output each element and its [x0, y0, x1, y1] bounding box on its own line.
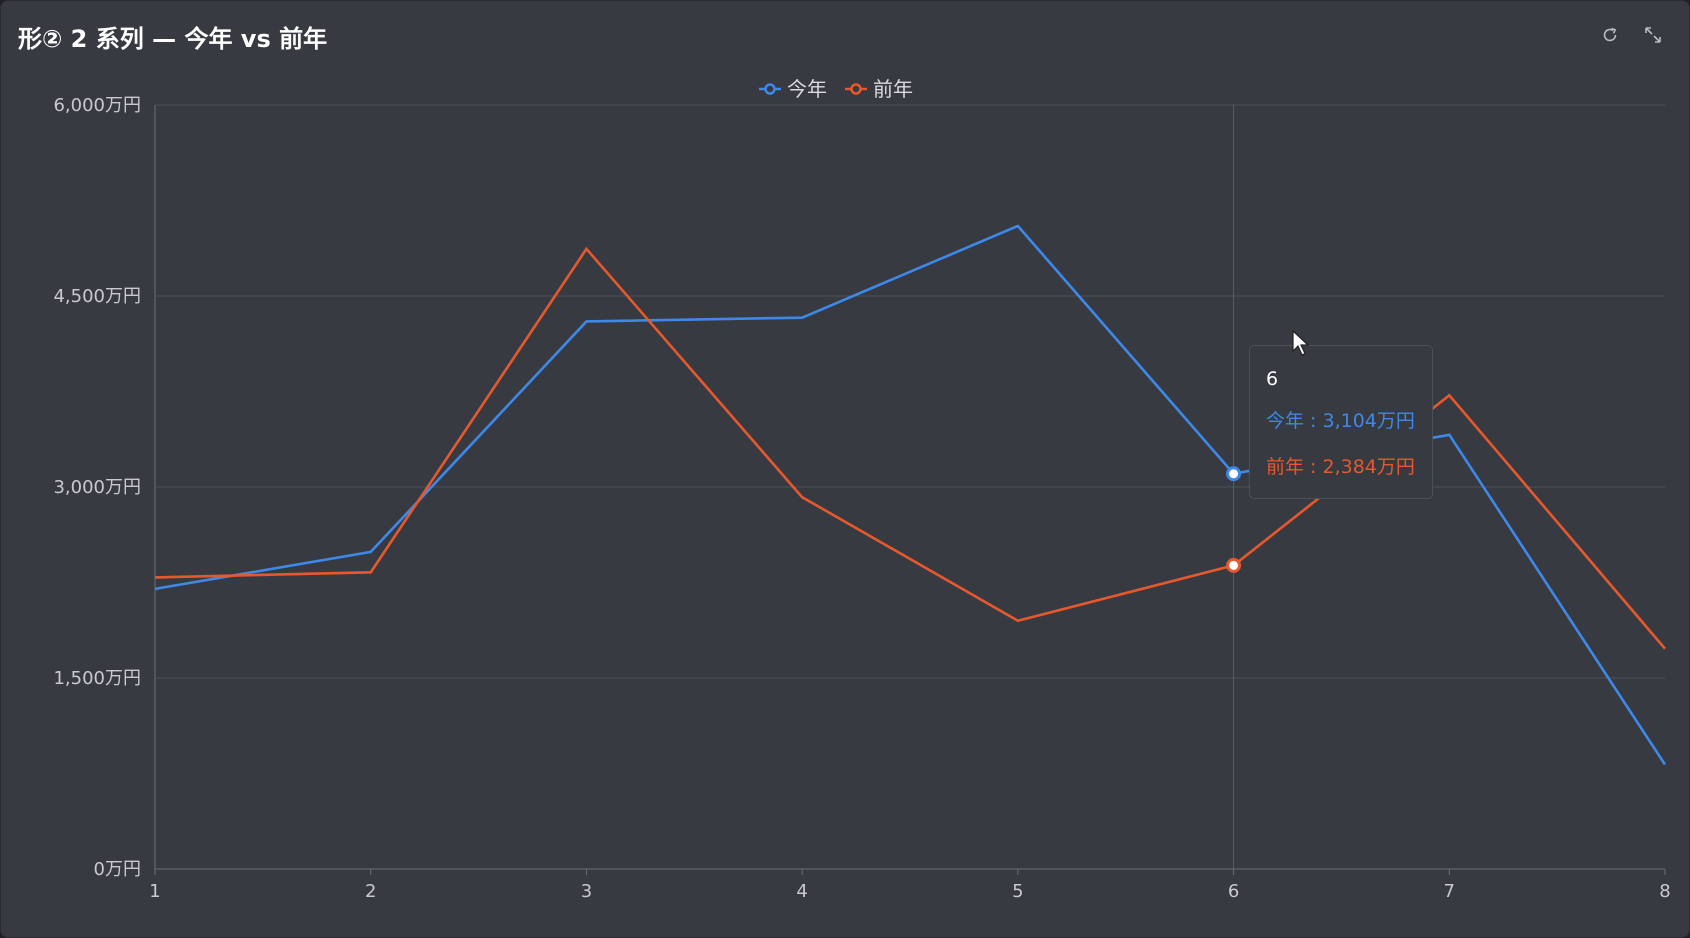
tooltip-row-this-year: 今年 : 3,104万円 [1266, 410, 1415, 432]
legend-marker-icon [764, 83, 776, 95]
refresh-icon [1603, 27, 1617, 42]
x-tick-label: 2 [365, 881, 376, 902]
tooltip-row-last-year: 前年 : 2,384万円 [1266, 456, 1415, 478]
x-tick-label: 7 [1444, 881, 1455, 902]
y-tick-label: 4,500万円 [53, 286, 141, 307]
y-tick-label: 1,500万円 [53, 668, 141, 689]
expand-icon [1645, 27, 1661, 43]
legend-label: 今年 [787, 77, 827, 101]
highlight-point-2 [1226, 557, 1242, 573]
x-tick-label: 4 [796, 881, 807, 902]
x-tick-label: 6 [1228, 881, 1239, 902]
x-tick-label: 1 [149, 881, 160, 902]
x-tick-label: 5 [1012, 881, 1023, 902]
refresh-button[interactable] [1596, 21, 1624, 49]
highlight-point-1 [1226, 466, 1242, 482]
series-line-1 [154, 224, 1667, 766]
legend-marker-icon [850, 83, 862, 95]
y-tick-label: 3,000万円 [53, 477, 141, 498]
panel-title: 形② 2 系列 — 今年 vs 前年 [18, 25, 328, 53]
tooltip: 6 今年 : 3,104万円 前年 : 2,384万円 [1249, 345, 1433, 499]
x-tick-label: 3 [581, 881, 592, 902]
tooltip-title: 6 [1266, 368, 1279, 390]
x-tick-label: 8 [1659, 881, 1670, 902]
legend-item-1: 今年 [759, 77, 827, 101]
series-line-2 [154, 246, 1666, 650]
mouse-cursor-icon [1292, 329, 1310, 356]
legend-label: 前年 [873, 77, 913, 101]
y-tick-label: 6,000万円 [53, 95, 141, 116]
legend-item-2: 前年 [845, 77, 913, 101]
expand-button[interactable] [1639, 21, 1667, 49]
y-tick-label: 0万円 [94, 859, 141, 880]
